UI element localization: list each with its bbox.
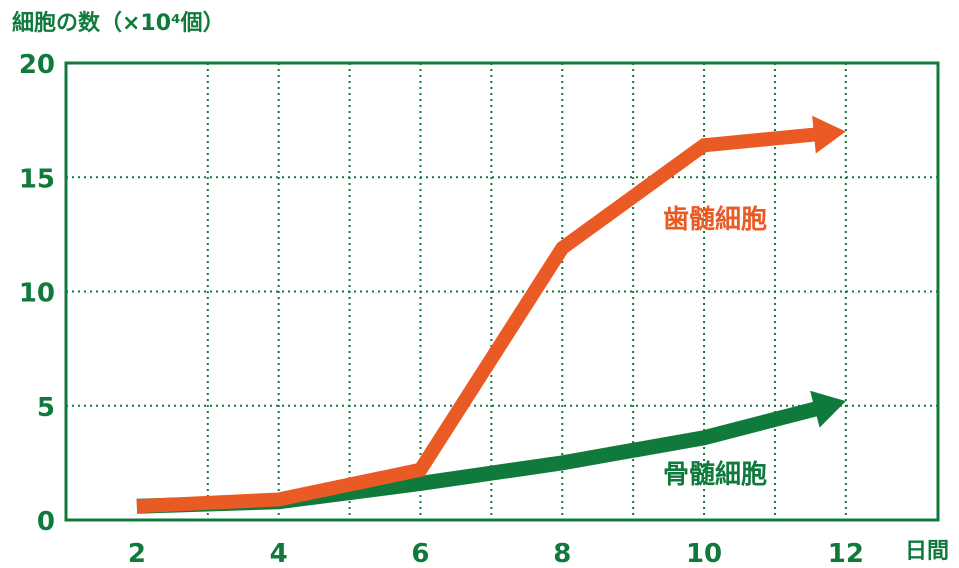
series-label-dental-pulp-cells: 歯髄細胞	[663, 204, 767, 235]
y-tick-label: 10	[19, 279, 55, 309]
x-tick-label: 4	[270, 539, 288, 568]
y-tick-label: 20	[19, 50, 55, 80]
x-tick-label: 2	[128, 539, 146, 568]
x-axis-label: 日間	[905, 539, 949, 564]
arrowhead-dental-pulp	[812, 115, 846, 154]
arrowhead-bone-marrow	[810, 390, 846, 428]
plot-frame	[64, 61, 940, 522]
tick-labels: 2 4 6 8 10 12 0 5 10 15 20	[19, 50, 864, 568]
x-tick-label: 6	[411, 539, 429, 568]
grid-lines	[66, 63, 938, 520]
series-layer	[136, 115, 846, 514]
y-tick-label: 0	[37, 507, 55, 537]
x-tick-label: 10	[686, 539, 722, 568]
y-tick-label: 15	[19, 164, 55, 194]
x-tick-label: 12	[828, 539, 864, 568]
series-line-dental-pulp	[136, 127, 817, 514]
series-line-bone-marrow	[136, 401, 819, 514]
x-tick-label: 8	[553, 539, 571, 568]
series-label-bone-marrow-cells: 骨髄細胞	[663, 459, 767, 490]
y-axis-label: 細胞の数（×10⁴個）	[12, 10, 225, 36]
y-tick-label: 5	[37, 393, 55, 423]
